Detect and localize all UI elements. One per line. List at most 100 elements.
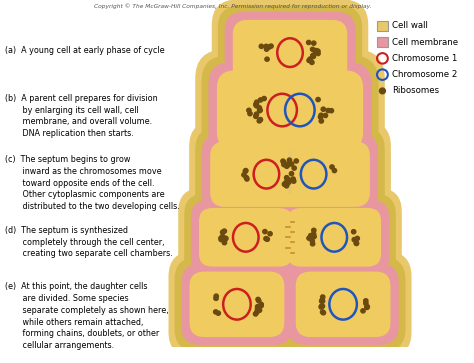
Circle shape xyxy=(220,230,225,234)
Circle shape xyxy=(263,229,267,234)
FancyBboxPatch shape xyxy=(190,272,284,337)
Text: Cell membrane: Cell membrane xyxy=(392,38,458,46)
Circle shape xyxy=(361,309,365,313)
Circle shape xyxy=(310,238,314,243)
Circle shape xyxy=(258,118,263,122)
Circle shape xyxy=(255,307,260,311)
Circle shape xyxy=(380,88,385,94)
Circle shape xyxy=(259,302,264,307)
Circle shape xyxy=(354,241,359,246)
Circle shape xyxy=(307,40,311,45)
Circle shape xyxy=(247,108,251,113)
Circle shape xyxy=(284,184,289,188)
FancyBboxPatch shape xyxy=(195,49,385,171)
Circle shape xyxy=(258,108,262,112)
Text: Copyright © The McGraw-Hill Companies, Inc. Permission required for reproduction: Copyright © The McGraw-Hill Companies, I… xyxy=(94,4,372,9)
Circle shape xyxy=(282,162,286,167)
FancyBboxPatch shape xyxy=(178,188,313,287)
Circle shape xyxy=(259,303,264,308)
Circle shape xyxy=(255,103,259,107)
Circle shape xyxy=(291,177,295,181)
Circle shape xyxy=(283,182,287,186)
Circle shape xyxy=(285,182,289,186)
Circle shape xyxy=(319,119,323,123)
Circle shape xyxy=(321,107,326,111)
FancyBboxPatch shape xyxy=(209,62,372,158)
Circle shape xyxy=(255,100,259,104)
Circle shape xyxy=(244,168,248,173)
Circle shape xyxy=(216,311,220,315)
FancyBboxPatch shape xyxy=(199,208,292,266)
Circle shape xyxy=(365,305,369,309)
Circle shape xyxy=(308,57,312,61)
Circle shape xyxy=(320,304,325,308)
FancyBboxPatch shape xyxy=(184,194,307,281)
Text: (c)  The septum begins to grow
       inward as the chromosomes move
       towa: (c) The septum begins to grow inward as … xyxy=(5,155,180,211)
Circle shape xyxy=(285,164,289,168)
Circle shape xyxy=(287,180,291,184)
Text: Chromosome 2: Chromosome 2 xyxy=(392,70,457,79)
Circle shape xyxy=(316,49,320,53)
Circle shape xyxy=(355,236,359,241)
Circle shape xyxy=(264,237,268,241)
FancyBboxPatch shape xyxy=(281,257,405,352)
Circle shape xyxy=(282,163,286,167)
Text: (a)  A young cell at early phase of cycle: (a) A young cell at early phase of cycle xyxy=(5,46,164,55)
Circle shape xyxy=(354,241,358,245)
Circle shape xyxy=(330,165,334,169)
FancyBboxPatch shape xyxy=(273,194,396,281)
Circle shape xyxy=(257,109,262,113)
Circle shape xyxy=(248,111,252,116)
Circle shape xyxy=(316,52,320,56)
Circle shape xyxy=(223,237,228,241)
Circle shape xyxy=(265,237,269,241)
Circle shape xyxy=(307,58,311,62)
Circle shape xyxy=(254,114,258,118)
Text: Cell wall: Cell wall xyxy=(392,21,428,30)
Circle shape xyxy=(285,163,289,167)
Circle shape xyxy=(255,310,259,314)
Circle shape xyxy=(214,296,218,301)
Text: (b)  A parent cell prepares for division
       by enlarging its cell wall, cell: (b) A parent cell prepares for division … xyxy=(5,94,157,138)
FancyBboxPatch shape xyxy=(195,127,385,221)
Circle shape xyxy=(256,299,261,303)
Circle shape xyxy=(264,45,269,49)
Circle shape xyxy=(319,113,323,117)
Circle shape xyxy=(310,47,315,52)
Circle shape xyxy=(309,233,313,238)
Circle shape xyxy=(321,311,326,315)
Circle shape xyxy=(281,159,285,163)
Circle shape xyxy=(265,57,269,61)
FancyBboxPatch shape xyxy=(275,251,411,358)
Circle shape xyxy=(242,173,246,177)
FancyBboxPatch shape xyxy=(287,208,381,266)
Circle shape xyxy=(329,109,334,113)
Circle shape xyxy=(284,176,289,180)
Circle shape xyxy=(316,97,320,102)
Circle shape xyxy=(243,169,247,174)
Circle shape xyxy=(320,310,325,314)
Circle shape xyxy=(319,115,323,119)
Circle shape xyxy=(314,48,319,53)
Circle shape xyxy=(289,162,294,166)
FancyBboxPatch shape xyxy=(202,134,378,215)
Circle shape xyxy=(224,236,228,240)
FancyBboxPatch shape xyxy=(189,121,391,227)
FancyBboxPatch shape xyxy=(376,21,388,30)
Circle shape xyxy=(254,112,259,116)
FancyBboxPatch shape xyxy=(279,200,389,274)
Circle shape xyxy=(352,230,356,234)
Circle shape xyxy=(244,175,248,180)
FancyBboxPatch shape xyxy=(174,257,299,352)
Circle shape xyxy=(283,182,287,186)
FancyBboxPatch shape xyxy=(169,251,305,358)
Circle shape xyxy=(259,44,264,48)
Circle shape xyxy=(258,98,263,102)
Circle shape xyxy=(289,172,294,176)
Circle shape xyxy=(257,119,262,123)
Circle shape xyxy=(310,60,314,65)
Circle shape xyxy=(314,49,319,53)
Circle shape xyxy=(364,299,368,303)
Circle shape xyxy=(320,295,325,299)
Circle shape xyxy=(311,54,316,58)
